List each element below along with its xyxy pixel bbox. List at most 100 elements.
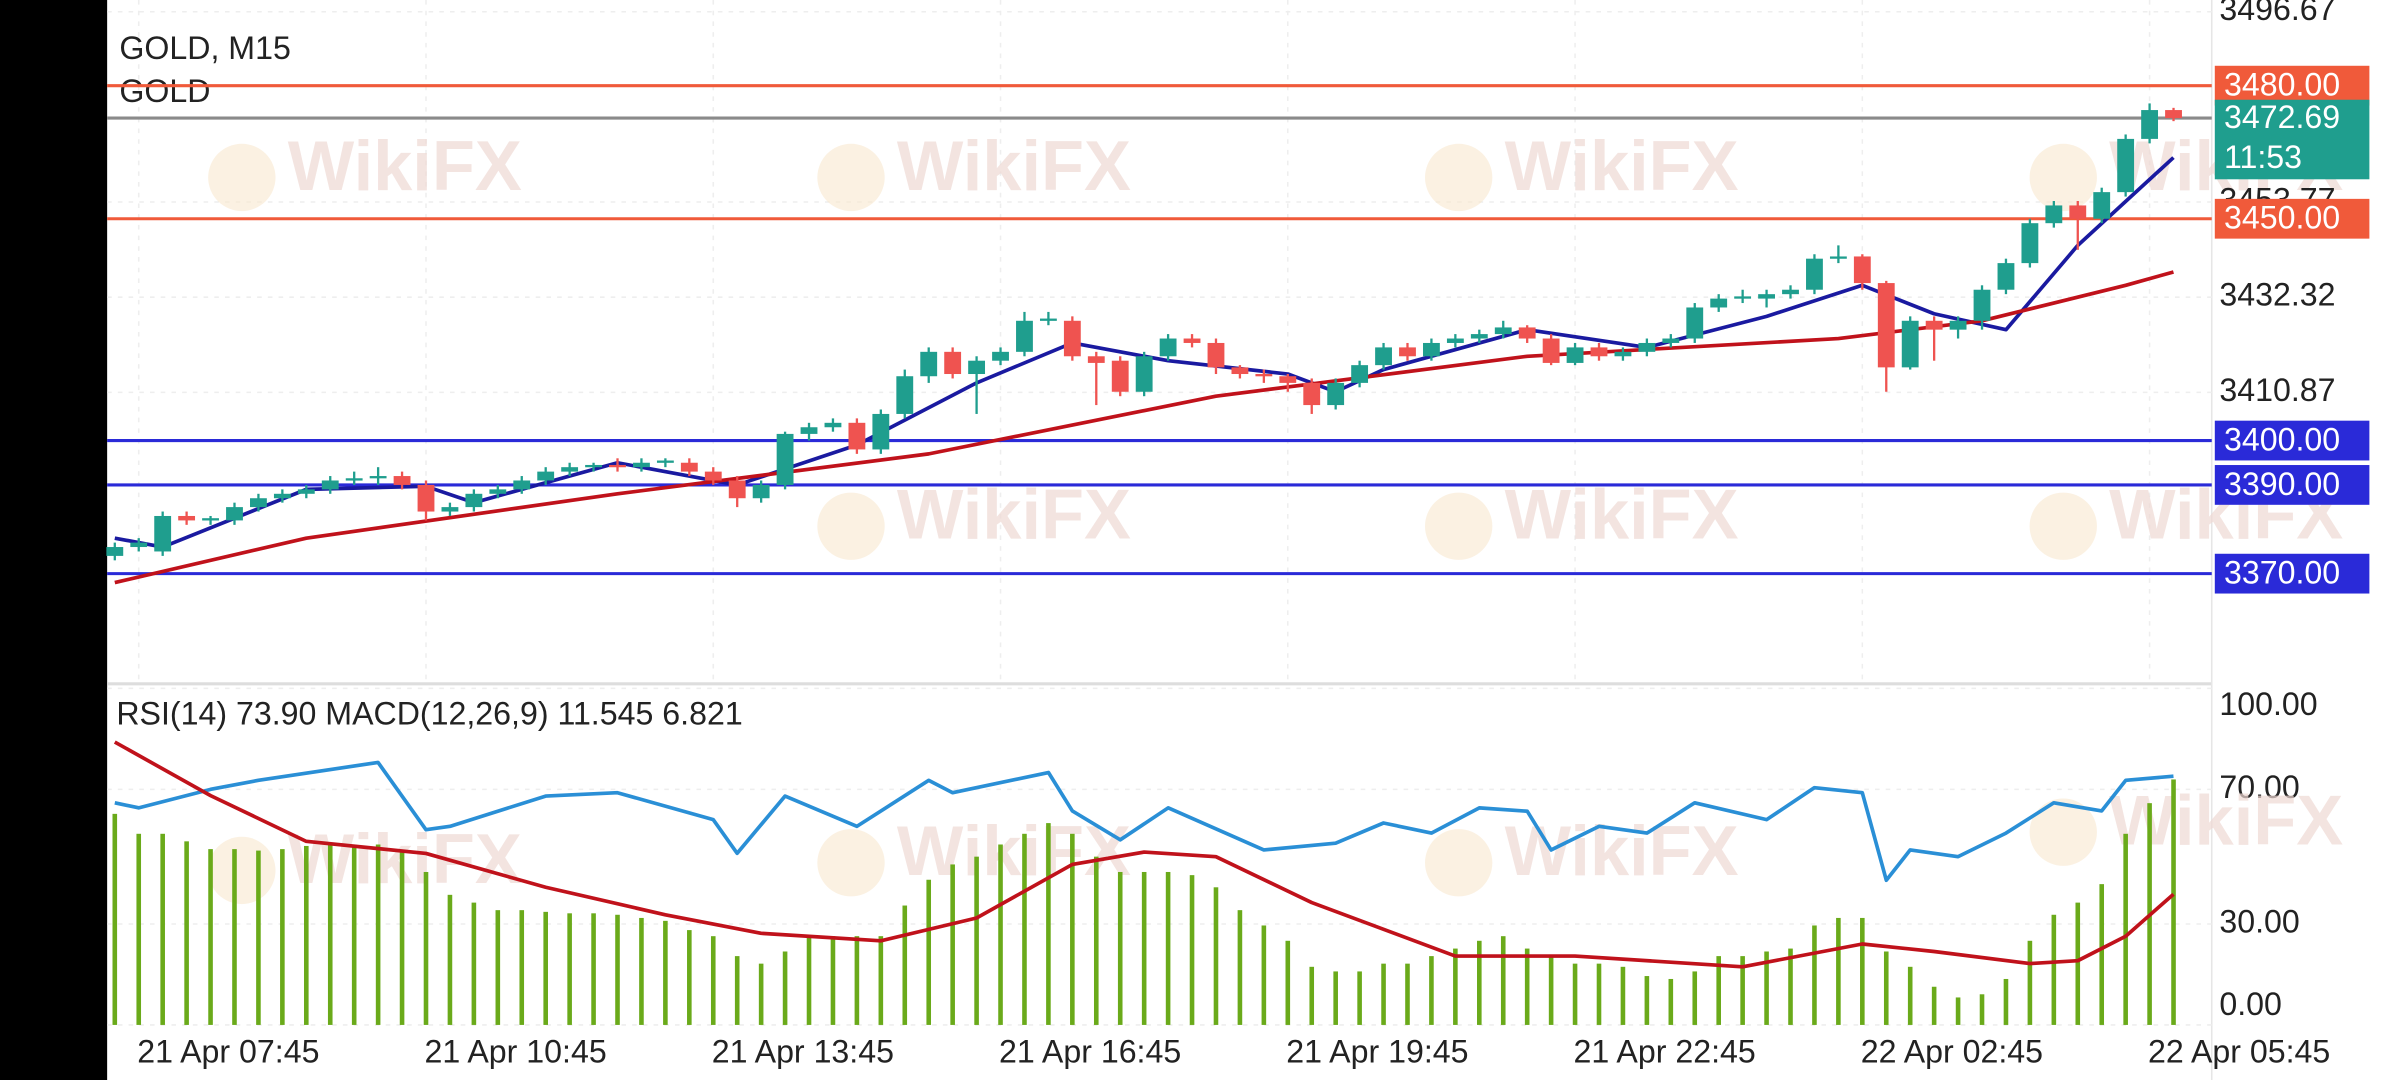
histogram-bar (1500, 936, 1506, 1025)
candle-body (154, 515, 172, 552)
histogram-bar (280, 849, 285, 1025)
watermark-logo (2029, 798, 2097, 866)
histogram-bar (1955, 997, 1961, 1025)
level-label-box (2214, 465, 2370, 505)
histogram-bar (1788, 948, 1793, 1025)
histogram-bar (1764, 951, 1769, 1025)
candle-body (2165, 110, 2182, 119)
candle-body (489, 489, 507, 494)
histogram-bar (1931, 986, 1937, 1025)
watermark-logo (208, 143, 276, 212)
histogram-bar (2003, 978, 2009, 1025)
histogram-bar (1285, 940, 1291, 1025)
histogram-bar (878, 936, 884, 1025)
level-label-box (2214, 420, 2370, 461)
histogram-bar (734, 956, 740, 1025)
candle-body (1135, 356, 1153, 392)
x-tick-label: 21 Apr 22:45 (1574, 1033, 1756, 1069)
moving-average (114, 270, 2174, 585)
watermark-logo (2029, 492, 2097, 560)
indicator-line (113, 740, 2175, 969)
histogram-bar (399, 852, 405, 1025)
candle-body (1686, 307, 1704, 339)
candle-body (1638, 342, 1656, 352)
candle-body (1399, 347, 1416, 357)
watermark-logo (817, 492, 885, 560)
histogram-bar (830, 936, 836, 1025)
candle-body (1446, 338, 1464, 343)
candle-body (848, 422, 866, 450)
watermark-logo (817, 829, 885, 897)
histogram-bar (1477, 940, 1482, 1025)
level-label-box (2214, 553, 2370, 594)
histogram-bar (1812, 925, 1817, 1025)
x-tick-label: 21 Apr 19:45 (1286, 1033, 1468, 1069)
histogram-bar (1261, 925, 1267, 1025)
histogram-bar (591, 913, 596, 1025)
histogram-bar (567, 913, 572, 1025)
histogram-bar (1836, 917, 1841, 1025)
candle-body (1039, 318, 1057, 321)
candle-body (1662, 338, 1680, 343)
histogram-bar (1716, 956, 1721, 1025)
histogram-bar (375, 844, 381, 1025)
left-band (0, 0, 108, 1080)
candle-body (2069, 205, 2087, 219)
histogram-bar (1883, 951, 1889, 1025)
candle-body (1494, 327, 1512, 335)
candle-body (417, 484, 435, 512)
histogram-bar (2027, 940, 2033, 1025)
histogram-bar (1907, 966, 1913, 1025)
candle-body (202, 518, 219, 521)
histogram-bar (1213, 887, 1219, 1025)
candle-body (1087, 356, 1105, 363)
y-tick-label: 0.00 (2219, 986, 2282, 1022)
candle-body (728, 480, 746, 499)
indicator-title: RSI(14) 73.90 MACD(12,26,9) 11.545 6.821 (116, 695, 742, 731)
indicator-line (114, 760, 2174, 883)
histogram-bar (1165, 871, 1171, 1025)
candle-body (1806, 258, 1823, 290)
candle-body (2141, 110, 2159, 139)
histogram-bar (495, 910, 501, 1025)
candle-body (2117, 138, 2135, 193)
candle-body (1255, 374, 1273, 377)
candle-body (1351, 365, 1369, 383)
candle-body (537, 471, 555, 481)
candle-body (1949, 320, 1967, 330)
candle-body (896, 376, 914, 414)
candle-body (1183, 338, 1201, 343)
candle-body (1829, 256, 1847, 259)
candle-body (1758, 294, 1775, 299)
candle-body (321, 480, 339, 490)
candle-body (1207, 342, 1225, 368)
candle-body (1016, 320, 1033, 352)
x-tick-label: 21 Apr 10:45 (424, 1033, 606, 1069)
watermark: WikiFX (1505, 475, 1739, 554)
histogram-bar (1357, 971, 1362, 1025)
histogram-bar (998, 844, 1003, 1025)
watermark: WikiFX (1505, 126, 1739, 205)
histogram-bar (1141, 871, 1147, 1025)
candle-body (944, 351, 962, 375)
candle-body (178, 515, 196, 521)
histogram-bar (1572, 963, 1578, 1025)
candle-body (872, 413, 890, 450)
candle-body (1279, 376, 1297, 383)
candle-body (1542, 338, 1560, 363)
candle-body (968, 360, 986, 375)
histogram-bar (423, 871, 429, 1025)
x-tick-label: 21 Apr 16:45 (999, 1033, 1181, 1069)
candle-body (1327, 382, 1345, 406)
candle-body (273, 493, 291, 499)
histogram-bar (1524, 948, 1530, 1025)
histogram-bar (1668, 978, 1674, 1025)
candle-body (776, 433, 794, 485)
histogram-bar (663, 920, 668, 1025)
y-tick-label: 100.00 (2219, 686, 2317, 722)
watermark: WikiFX (897, 475, 1131, 554)
candle-body (130, 542, 148, 548)
candle-body (1925, 320, 1943, 330)
watermark-logo (2029, 143, 2097, 212)
